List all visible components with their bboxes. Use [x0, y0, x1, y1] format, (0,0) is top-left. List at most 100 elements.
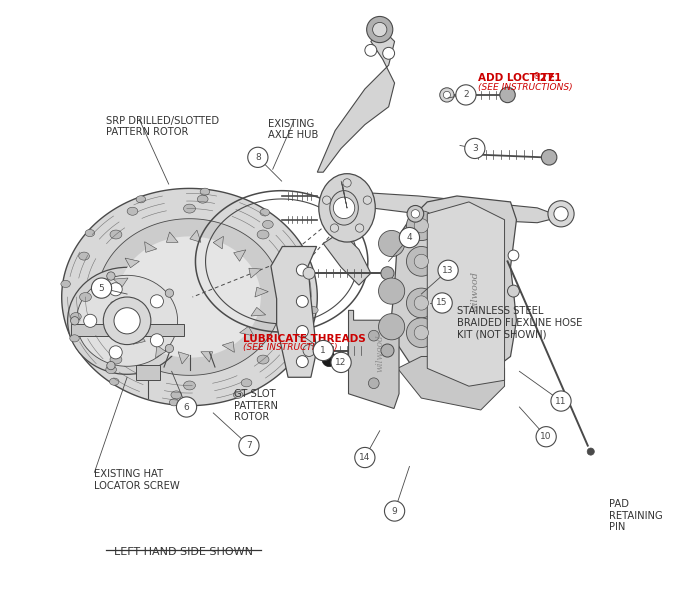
Circle shape [330, 224, 339, 232]
Text: 11: 11 [555, 397, 567, 406]
Circle shape [355, 448, 375, 467]
Circle shape [414, 296, 428, 310]
Text: EXISTING
AXLE HUB: EXISTING AXLE HUB [268, 119, 318, 140]
Circle shape [508, 250, 519, 261]
Text: 14: 14 [359, 453, 370, 462]
Polygon shape [62, 188, 317, 406]
Polygon shape [118, 316, 130, 326]
Polygon shape [133, 333, 146, 344]
Circle shape [379, 230, 405, 257]
Circle shape [379, 314, 405, 340]
Circle shape [150, 295, 163, 308]
Ellipse shape [109, 378, 119, 385]
Circle shape [248, 147, 268, 167]
Circle shape [587, 448, 594, 455]
Text: 2: 2 [463, 91, 469, 100]
Ellipse shape [71, 313, 81, 320]
Polygon shape [121, 239, 258, 355]
Circle shape [414, 254, 428, 268]
Circle shape [365, 44, 377, 56]
Circle shape [372, 22, 387, 37]
Circle shape [343, 179, 351, 187]
Ellipse shape [76, 275, 178, 366]
Text: STAINLESS STEEL
BRAIDED FLEXLINE HOSE
KIT (NOT SHOWN): STAINLESS STEEL BRAIDED FLEXLINE HOSE KI… [457, 306, 582, 339]
Polygon shape [251, 307, 266, 316]
Polygon shape [190, 230, 201, 242]
Circle shape [363, 196, 372, 205]
Text: EXISTING HAT
LOCATOR SCREW: EXISTING HAT LOCATOR SCREW [94, 469, 180, 491]
Ellipse shape [127, 207, 138, 215]
Circle shape [296, 264, 308, 276]
Circle shape [407, 211, 436, 241]
Polygon shape [427, 202, 505, 386]
Ellipse shape [61, 280, 71, 287]
Text: 13: 13 [442, 266, 454, 275]
Ellipse shape [183, 381, 195, 390]
Ellipse shape [200, 188, 209, 195]
Text: 4: 4 [407, 233, 412, 242]
Text: 271: 271 [536, 73, 561, 83]
Circle shape [438, 260, 458, 280]
Polygon shape [118, 236, 261, 358]
Text: wilwood: wilwood [470, 271, 480, 311]
Text: 7: 7 [246, 441, 252, 450]
Polygon shape [391, 196, 517, 380]
Polygon shape [222, 342, 235, 352]
Polygon shape [349, 310, 399, 409]
Circle shape [296, 295, 308, 307]
Text: 5: 5 [99, 284, 104, 293]
Circle shape [411, 209, 419, 218]
Ellipse shape [68, 268, 186, 374]
Text: GT SLOT
PATTERN
ROTOR: GT SLOT PATTERN ROTOR [234, 389, 278, 422]
Text: LEFT HAND SIDE SHOWN: LEFT HAND SIDE SHOWN [114, 547, 253, 557]
Circle shape [500, 87, 515, 103]
Polygon shape [111, 297, 124, 307]
Ellipse shape [288, 293, 300, 301]
Circle shape [92, 278, 111, 298]
Text: (SEE INSTRUCTIONS): (SEE INSTRUCTIONS) [478, 83, 573, 92]
Circle shape [368, 331, 379, 341]
Polygon shape [249, 268, 261, 278]
Circle shape [456, 85, 476, 105]
Circle shape [107, 272, 115, 280]
Polygon shape [113, 278, 128, 287]
Text: 3: 3 [472, 144, 477, 153]
Circle shape [165, 344, 174, 353]
Ellipse shape [233, 391, 243, 398]
Circle shape [239, 436, 259, 456]
Polygon shape [323, 232, 371, 285]
Circle shape [407, 288, 436, 318]
Text: 9: 9 [392, 506, 398, 515]
Polygon shape [136, 365, 160, 380]
Polygon shape [255, 287, 268, 297]
Circle shape [551, 391, 571, 411]
Circle shape [399, 227, 419, 248]
Ellipse shape [85, 229, 94, 236]
Text: PAD
RETAINING
PIN: PAD RETAINING PIN [608, 499, 662, 532]
Ellipse shape [110, 355, 122, 364]
Circle shape [165, 289, 174, 297]
Circle shape [109, 283, 122, 296]
Circle shape [368, 378, 379, 389]
Ellipse shape [70, 335, 79, 342]
Circle shape [84, 314, 97, 328]
Circle shape [296, 356, 308, 368]
Circle shape [383, 47, 395, 59]
Polygon shape [398, 356, 505, 410]
Ellipse shape [78, 252, 90, 260]
Polygon shape [155, 345, 166, 358]
Ellipse shape [309, 307, 318, 314]
Polygon shape [125, 258, 139, 268]
Ellipse shape [257, 355, 269, 364]
Polygon shape [271, 247, 316, 377]
Polygon shape [201, 352, 213, 362]
Ellipse shape [183, 204, 195, 213]
Ellipse shape [136, 196, 146, 203]
Polygon shape [214, 236, 223, 249]
Ellipse shape [262, 220, 273, 229]
Ellipse shape [318, 173, 375, 242]
Ellipse shape [197, 195, 208, 203]
Text: 15: 15 [436, 298, 448, 307]
Circle shape [71, 317, 79, 325]
Polygon shape [371, 193, 561, 223]
